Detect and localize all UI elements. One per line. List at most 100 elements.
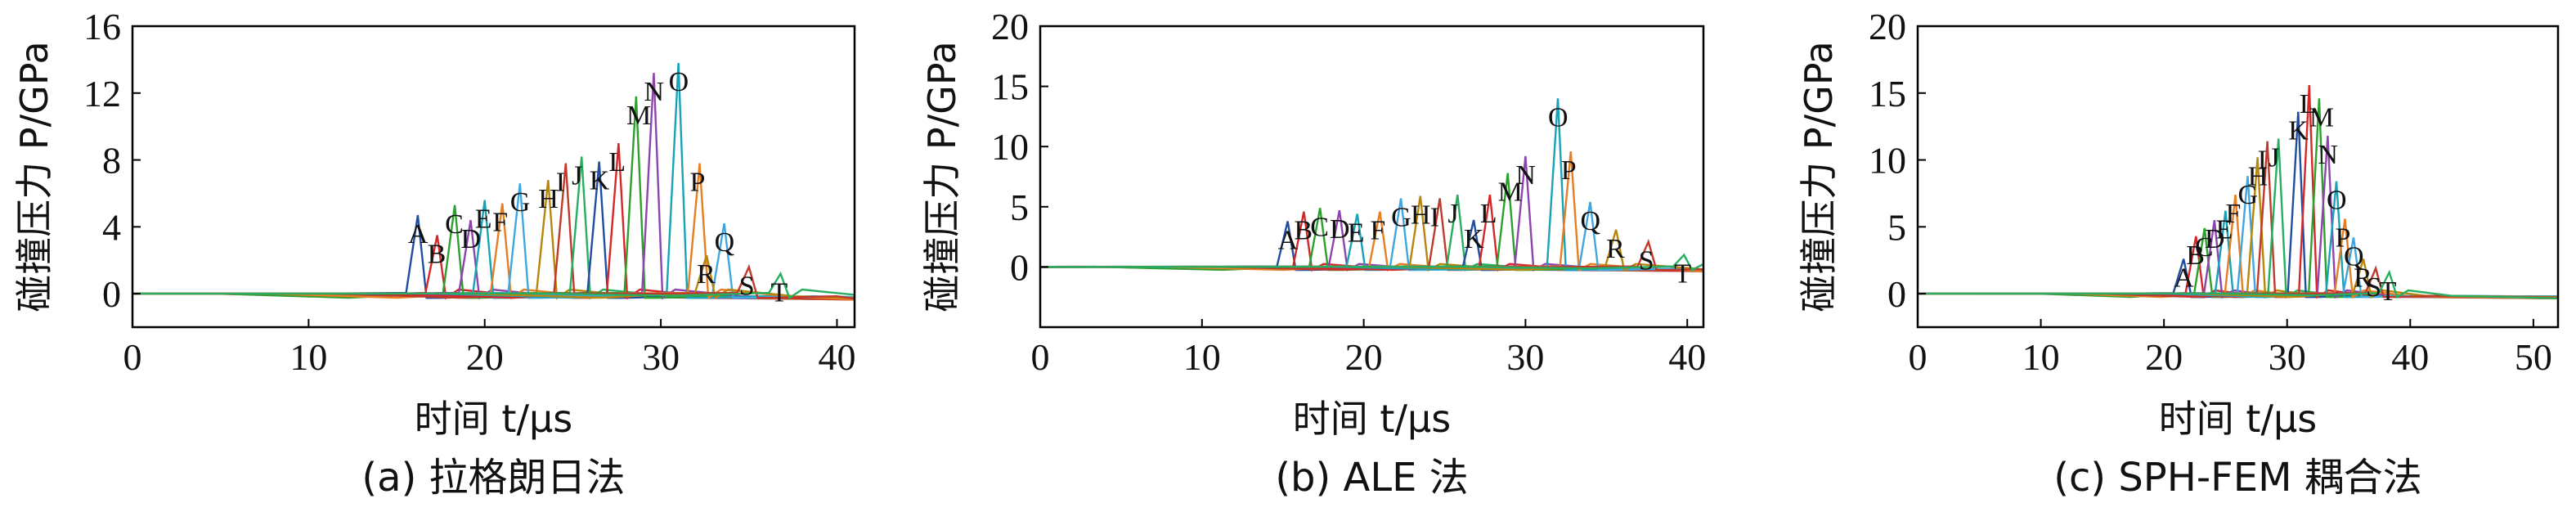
peak-label-A: A <box>1278 225 1299 255</box>
y-tick-label: 5 <box>1887 206 1906 248</box>
peak-label-L: L <box>608 147 626 177</box>
peak-label-P: P <box>1561 155 1577 186</box>
peak-label-O: O <box>1548 102 1568 132</box>
series-line-R <box>132 254 855 300</box>
x-tick-label: 20 <box>2145 336 2183 378</box>
x-tick-label: 30 <box>2269 336 2306 378</box>
y-tick-label: 16 <box>83 6 121 47</box>
peak-label-M: M <box>626 101 651 131</box>
peak-label-D: D <box>1330 214 1350 245</box>
peak-label-F: F <box>2225 199 2241 229</box>
y-tick-label: 15 <box>1869 73 1906 115</box>
series-line-T <box>132 271 855 300</box>
y-tick-label: 15 <box>991 66 1029 108</box>
curves <box>1918 84 2558 299</box>
peak-label-N: N <box>2318 140 2338 170</box>
peak-label-S: S <box>1639 245 1654 276</box>
peak-label-Q: Q <box>715 227 735 258</box>
peak-label-O: O <box>2327 186 2347 216</box>
y-tick-label: 0 <box>1887 273 1906 315</box>
x-tick-label: 0 <box>1031 336 1050 378</box>
x-tick-label: 0 <box>123 336 142 378</box>
y-tick-label: 0 <box>1010 246 1029 288</box>
peak-label-T: T <box>771 278 788 308</box>
peak-label-Q: Q <box>2344 241 2364 272</box>
peak-label-R: R <box>1606 234 1625 264</box>
peak-label-H: H <box>1411 200 1431 231</box>
peak-label-H: H <box>538 184 559 214</box>
peak-label-A: A <box>2174 263 2194 294</box>
series-line-R <box>1040 229 1703 272</box>
y-tick-label: 5 <box>1010 186 1029 228</box>
x-axis-label: 时间 t/μs <box>1293 397 1451 441</box>
peak-label-G: G <box>510 187 531 218</box>
peak-label-J: J <box>2269 142 2279 173</box>
peak-label-S: S <box>2366 272 2381 303</box>
peak-label-E: E <box>1348 218 1365 249</box>
x-tick-label: 30 <box>642 336 680 378</box>
x-axis-label: 时间 t/μs <box>415 397 572 441</box>
peak-label-G: G <box>2238 180 2259 210</box>
y-tick-label: 8 <box>102 140 121 182</box>
panel-caption: (a) 拉格朗日法 <box>361 455 625 501</box>
peak-label-T: T <box>2380 276 2397 307</box>
plot-frame <box>1916 25 2560 329</box>
x-tick-label: 10 <box>2022 336 2060 378</box>
series-line-R <box>1918 258 2558 299</box>
peak-label-B: B <box>428 240 447 270</box>
peak-label-H: H <box>2248 161 2269 191</box>
peak-label-P: P <box>2336 223 2351 254</box>
series-line-T <box>1918 269 2558 299</box>
peak-label-R: R <box>697 259 716 290</box>
peak-label-J: J <box>1447 199 1458 229</box>
curves <box>1040 98 1703 272</box>
x-tick-label: 40 <box>818 336 855 378</box>
panel-caption: (b) ALE 法 <box>1275 455 1468 501</box>
peak-label-G: G <box>1391 202 1411 232</box>
series-line-T <box>1040 253 1703 272</box>
peak-label-A: A <box>408 219 429 249</box>
x-tick-label: 0 <box>1909 336 1928 378</box>
y-axis-label: 碰撞压力 P/GPa <box>920 41 964 312</box>
peak-label-O: O <box>669 67 689 97</box>
x-tick-label: 20 <box>1345 336 1383 378</box>
peak-label-D: D <box>461 224 482 254</box>
peak-label-C: C <box>2195 232 2214 263</box>
peak-label-E: E <box>2215 215 2233 245</box>
curves <box>132 62 855 301</box>
x-tick-label: 30 <box>1506 336 1544 378</box>
peak-label-F: F <box>492 208 508 238</box>
x-tick-label: 50 <box>2515 336 2552 378</box>
x-axis-label: 时间 t/μs <box>2159 397 2317 441</box>
plot-frame <box>131 25 856 329</box>
x-tick-label: 10 <box>1183 336 1221 378</box>
x-tick-label: 40 <box>2391 336 2429 378</box>
peak-label-R: R <box>2354 263 2372 294</box>
y-tick-label: 10 <box>991 126 1029 168</box>
peak-label-N: N <box>1515 160 1536 191</box>
x-tick-label: 10 <box>289 336 327 378</box>
peak-label-K: K <box>1464 224 1484 254</box>
y-axis-label: 碰撞压力 P/GPa <box>12 41 56 312</box>
panel-caption: (c) SPH-FEM 耦合法 <box>2053 455 2422 501</box>
y-tick-label: 12 <box>83 73 121 115</box>
peak-label-K: K <box>2288 116 2309 146</box>
y-tick-label: 4 <box>102 206 121 248</box>
x-tick-label: 20 <box>466 336 504 378</box>
peak-label-C: C <box>445 209 464 240</box>
peak-label-M: M <box>1498 177 1523 208</box>
peak-label-L: L <box>1480 199 1497 229</box>
y-tick-label: 10 <box>1869 140 1906 182</box>
y-tick-label: 20 <box>991 6 1029 47</box>
peak-label-Q: Q <box>1581 206 1601 236</box>
peak-label-I: I <box>2258 146 2267 176</box>
peak-label-C: C <box>1310 212 1329 242</box>
peak-label-B: B <box>2186 240 2205 271</box>
peak-label-E: E <box>475 204 492 235</box>
peak-label-M: M <box>2309 102 2334 132</box>
plot-frame <box>1039 25 1705 329</box>
peak-label-I: I <box>1430 202 1439 232</box>
